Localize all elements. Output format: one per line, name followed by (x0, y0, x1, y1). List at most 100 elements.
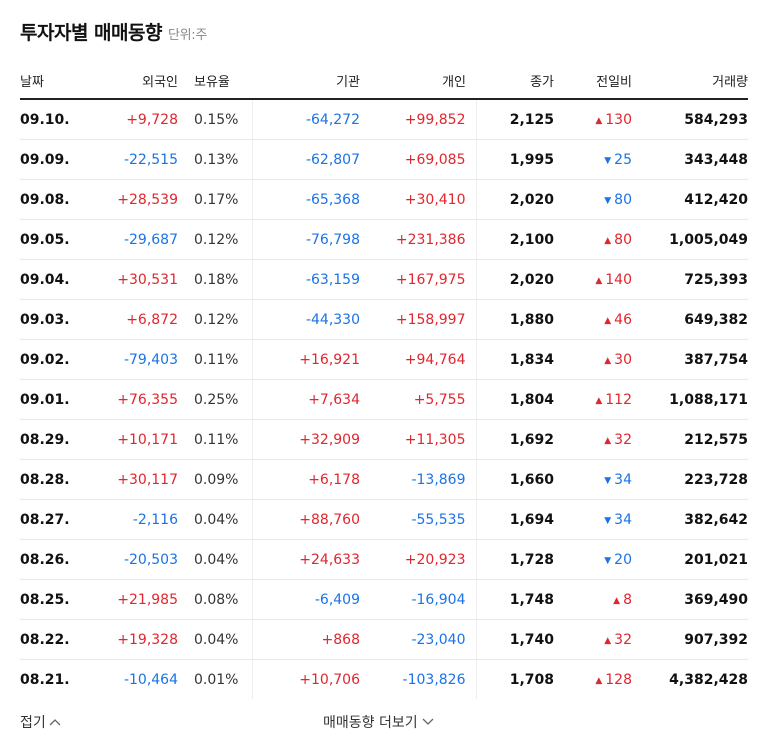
close-price-cell: 1,694 (475, 499, 556, 540)
volume-cell: 649,382 (632, 299, 748, 340)
holding-ratio-cell: 0.04% (186, 619, 252, 660)
institution-net-cell: -63,159 (251, 259, 362, 300)
table-row: 09.08. +28,539 0.17% -65,368 +30,410 2,020 ▼ 80… (20, 179, 748, 220)
date-cell: 09.03. (20, 299, 82, 340)
table-row: 09.04. +30,531 0.18% -63,159 +167,975 2,020 ▲ 1… (20, 259, 748, 300)
change-value: 25 (614, 151, 632, 168)
holding-ratio-cell: 0.15% (186, 99, 252, 140)
foreign-net-cell: +28,539 (82, 179, 186, 220)
holding-ratio-cell: 0.01% (194, 671, 239, 688)
close-price-cell: 2,020 (475, 179, 556, 220)
triangle-up-icon: ▲ (595, 675, 603, 686)
close-price-cell: 1,880 (475, 299, 556, 340)
triangle-up-icon: ▲ (604, 315, 612, 326)
table-row: 08.25. +21,985 0.08% -6,409 -16,904 1,748 ▲ 8 36… (20, 579, 748, 620)
institution-net-cell: +7,634 (251, 379, 362, 420)
foreign-net-cell: +30,531 (82, 259, 186, 300)
change-value: 128 (605, 671, 632, 688)
individual-net-cell: +231,386 (362, 219, 476, 260)
date-cell: 08.29. (20, 419, 82, 460)
foreign-net-cell: +21,985 (82, 579, 186, 620)
triangle-down-icon: ▼ (604, 195, 612, 206)
date-cell: 08.21. (20, 671, 70, 688)
change-value: 32 (614, 431, 632, 448)
institution-net-cell: -62,807 (251, 139, 362, 180)
individual-net-cell: +167,975 (362, 259, 476, 300)
volume-cell: 907,392 (632, 619, 748, 660)
volume-cell: 1,088,171 (632, 379, 748, 420)
change-cell: ▲ 140 (556, 259, 632, 300)
close-price-cell: 1,728 (475, 539, 556, 580)
volume-cell: 382,642 (632, 499, 748, 540)
change-cell: ▼ 34 (556, 499, 632, 540)
foreign-net-cell: -29,687 (82, 219, 186, 260)
volume-cell: 343,448 (632, 139, 748, 180)
individual-net-cell: +30,410 (362, 179, 476, 220)
close-price-cell: 1,708 (475, 659, 556, 699)
foreign-net-cell: -10,464 (123, 671, 178, 688)
section-title: 투자자별 매매동향 (20, 22, 162, 44)
volume-cell: 412,420 (632, 179, 748, 220)
col-header-institution: 기관 (252, 62, 362, 100)
triangle-down-icon: ▼ (604, 155, 612, 166)
volume-cell: 201,021 (632, 539, 748, 580)
date-cell: 08.25. (20, 579, 82, 620)
chevron-down-icon (422, 716, 434, 729)
individual-net-cell: +158,997 (362, 299, 476, 340)
table-header-row: 날짜 외국인 보유율 기관 개인 종가 전일비 거래량 (20, 62, 748, 100)
table-row: 08.26. -20,503 0.04% +24,633 +20,923 1,728 ▼ 20… (20, 539, 748, 580)
close-price-cell: 1,804 (475, 379, 556, 420)
individual-net-cell: +69,085 (362, 139, 476, 180)
institution-net-cell: -65,368 (251, 179, 362, 220)
triangle-up-icon: ▲ (604, 235, 612, 246)
col-header-date: 날짜 (20, 62, 82, 100)
table-row: 09.09. -22,515 0.13% -62,807 +69,085 1,995 ▼ 25… (20, 139, 748, 180)
individual-net-cell: -13,869 (362, 459, 476, 500)
foreign-net-cell: +19,328 (82, 619, 186, 660)
section-header: 투자자별 매매동향 단위:주 (20, 18, 207, 46)
institution-net-cell: -76,798 (251, 219, 362, 260)
holding-ratio-cell: 0.04% (186, 499, 252, 540)
holding-ratio-cell: 0.25% (186, 379, 252, 420)
table-row: 09.03. +6,872 0.12% -44,330 +158,997 1,880 ▲ 46… (20, 299, 748, 340)
col-header-volume: 거래량 (632, 62, 748, 100)
holding-ratio-cell: 0.04% (186, 539, 252, 580)
change-cell: ▼ 34 (556, 459, 632, 500)
table-footer: 접기 매매동향 더보기 (0, 708, 768, 736)
institution-net-cell: -64,272 (251, 99, 362, 140)
fold-button[interactable]: 접기 (20, 712, 61, 732)
more-trading-button[interactable]: 매매동향 더보기 (323, 712, 434, 732)
close-price-cell: 2,020 (475, 259, 556, 300)
table-row: 09.05. -29,687 0.12% -76,798 +231,386 2,100 ▲ 8… (20, 219, 748, 260)
change-cell: ▲ 130 (556, 99, 632, 140)
close-price-cell: 1,748 (475, 579, 556, 620)
holding-ratio-cell: 0.11% (186, 339, 252, 380)
volume-cell: 1,005,049 (632, 219, 748, 260)
fold-label: 접기 (20, 715, 46, 731)
triangle-down-icon: ▼ (604, 555, 612, 566)
individual-net-cell: -23,040 (362, 619, 476, 660)
more-trading-label: 매매동향 더보기 (323, 715, 418, 731)
change-value: 8 (623, 591, 632, 608)
table-row: 08.29. +10,171 0.11% +32,909 +11,305 1,692 ▲ 32… (20, 419, 748, 460)
change-cell: ▼ 80 (556, 179, 632, 220)
foreign-net-cell: -20,503 (82, 539, 186, 580)
date-cell: 09.09. (20, 139, 82, 180)
foreign-net-cell: -79,403 (82, 339, 186, 380)
change-cell: ▲ 80 (556, 219, 632, 260)
unit-label: 단위:주 (167, 28, 208, 43)
foreign-net-cell: +9,728 (82, 99, 186, 140)
date-cell: 09.01. (20, 379, 82, 420)
close-price-cell: 1,995 (475, 139, 556, 180)
holding-ratio-cell: 0.18% (186, 259, 252, 300)
date-cell: 09.05. (20, 219, 82, 260)
close-price-cell: 1,660 (475, 459, 556, 500)
close-price-cell: 1,740 (475, 619, 556, 660)
triangle-up-icon: ▲ (604, 635, 612, 646)
date-cell: 09.08. (20, 179, 82, 220)
change-value: 20 (614, 551, 632, 568)
change-value: 130 (605, 111, 632, 128)
change-value: 80 (614, 191, 632, 208)
triangle-up-icon: ▲ (595, 115, 603, 126)
volume-cell: 212,575 (632, 419, 748, 460)
